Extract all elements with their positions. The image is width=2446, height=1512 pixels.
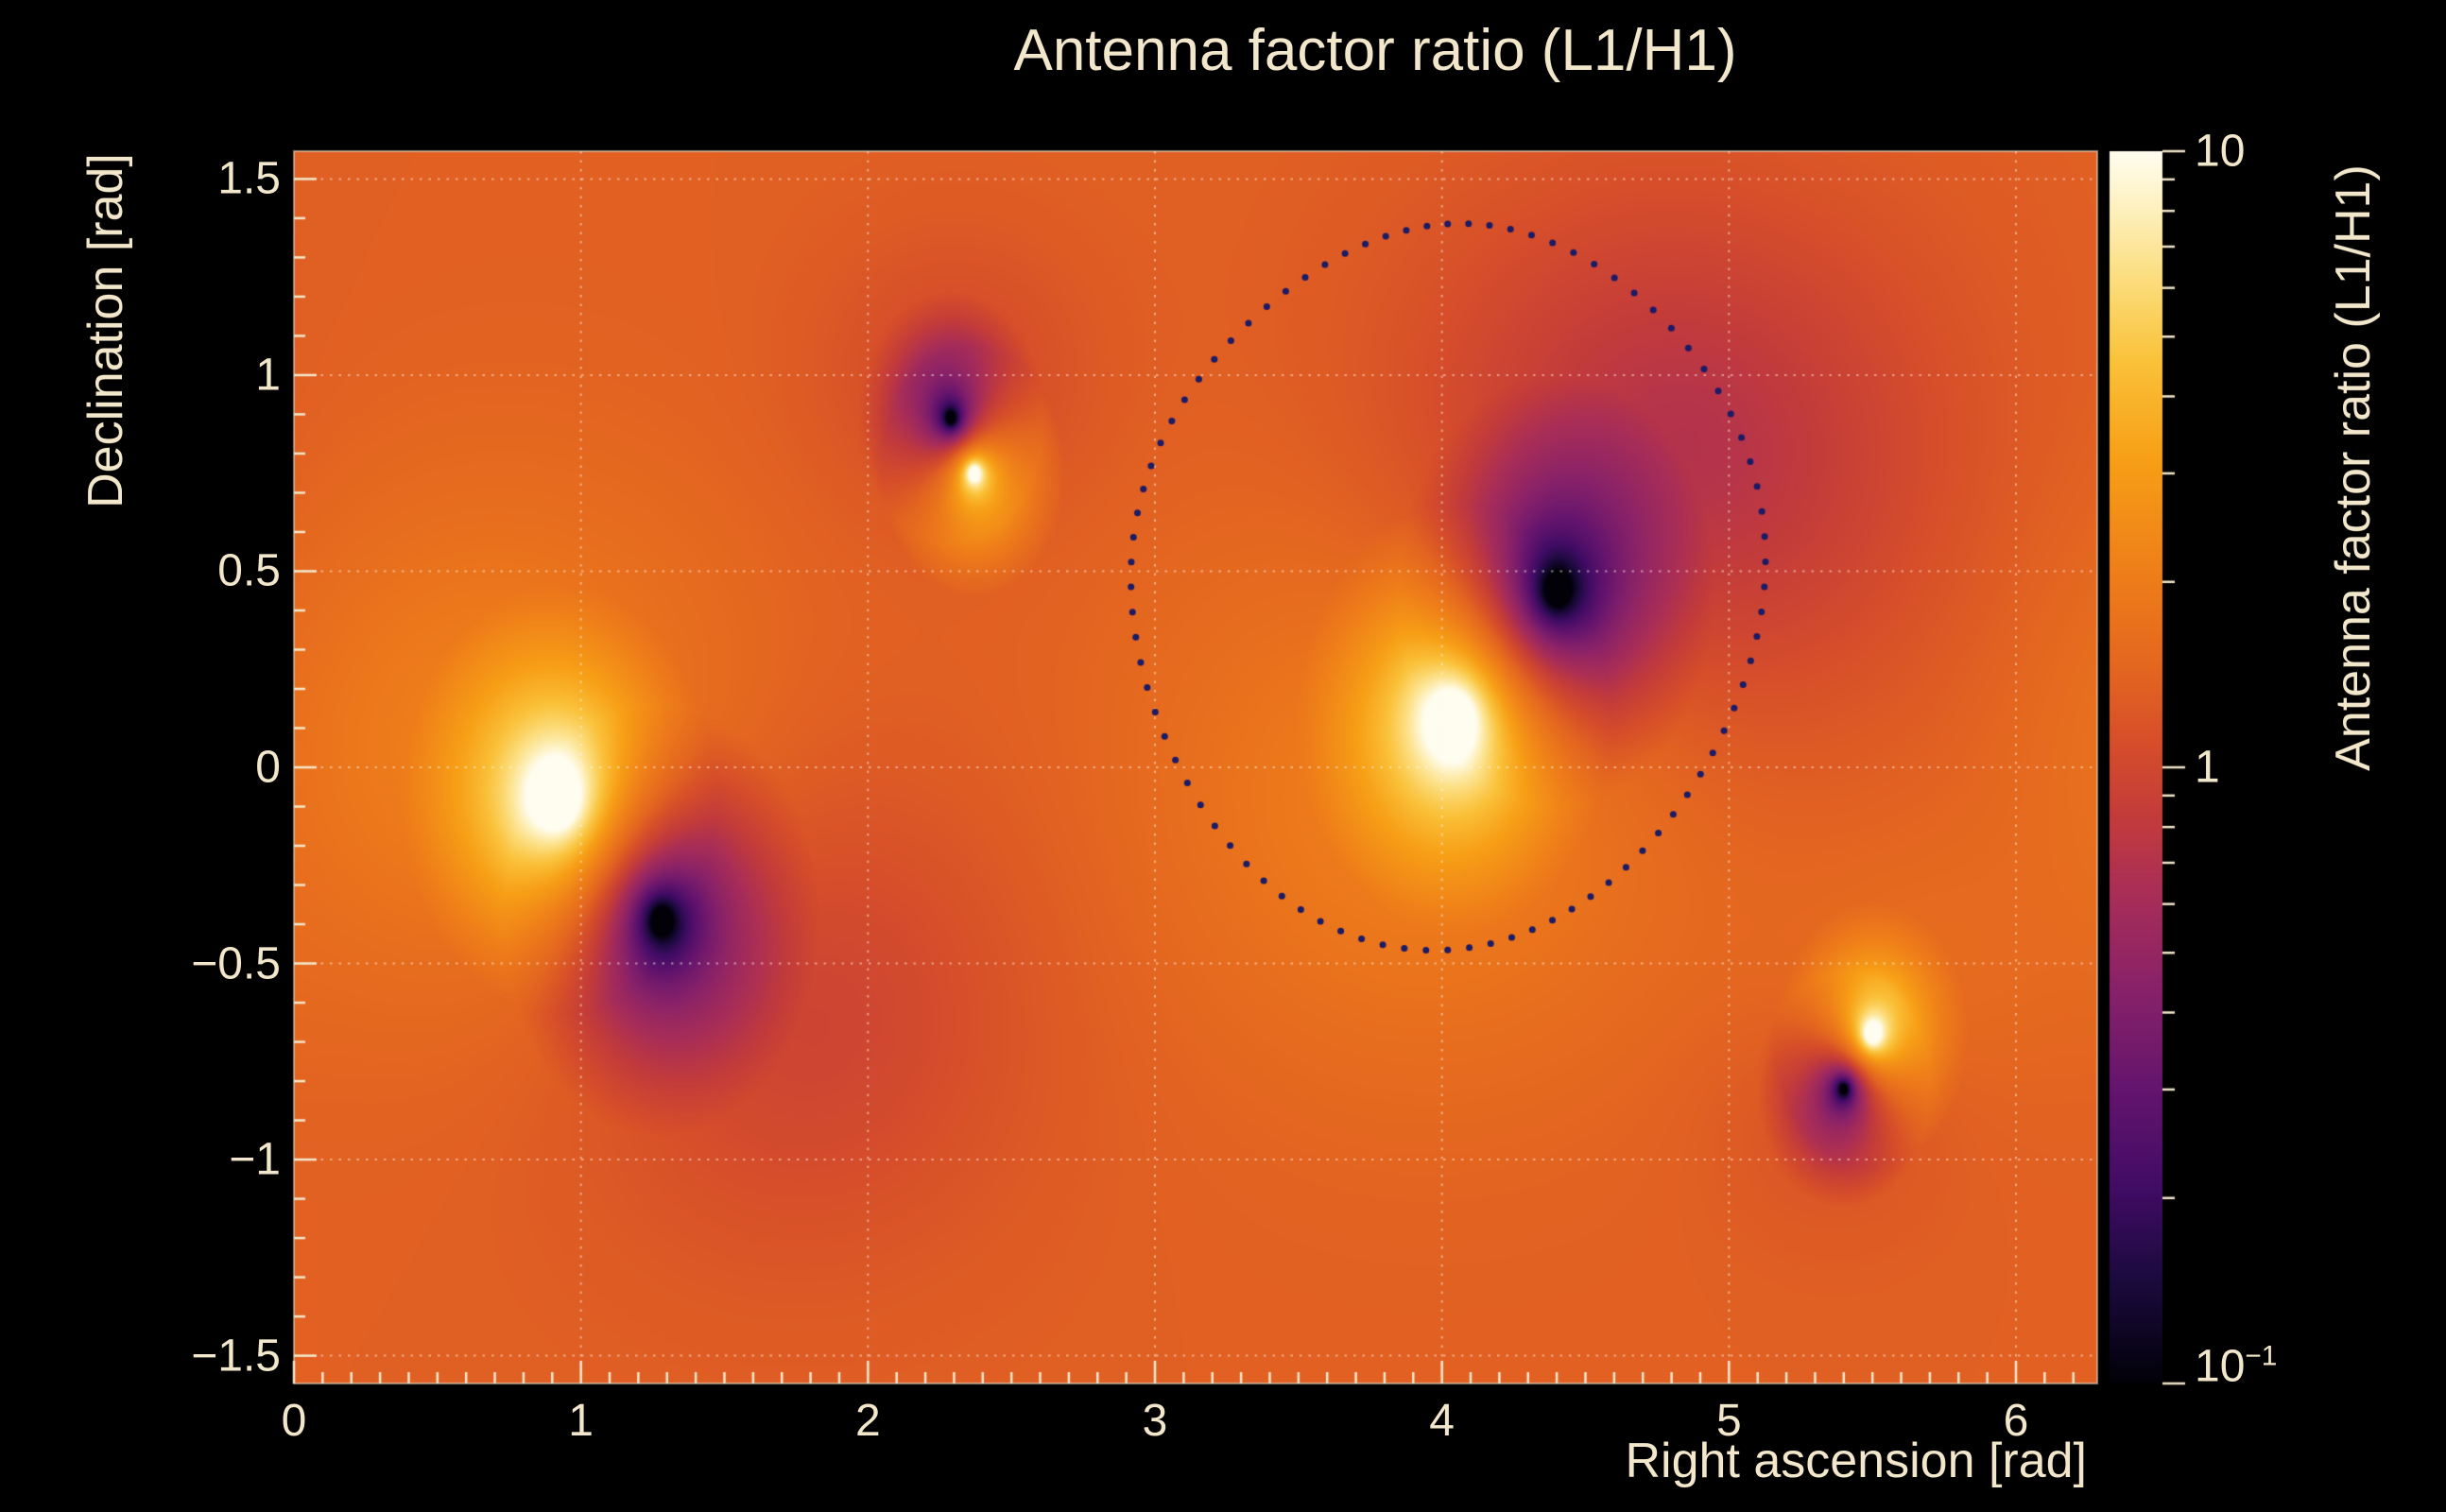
y-tick-label: 1 — [255, 350, 281, 401]
z-tick-label: 10 — [2195, 126, 2246, 177]
x-tick-label: 3 — [1142, 1396, 1168, 1446]
x-tick-label: 1 — [568, 1396, 594, 1446]
x-tick-label: 0 — [281, 1396, 307, 1446]
y-tick-label: −0.5 — [191, 938, 281, 989]
x-tick-label: 2 — [854, 1396, 881, 1446]
y-tick-label: 1.5 — [217, 153, 281, 204]
colorbar-axis-title: Antenna factor ratio (L1/H1) — [2326, 164, 2381, 771]
y-axis-title: Declination [rad] — [78, 153, 133, 508]
z-tick-label: 1 — [2195, 742, 2220, 793]
y-tick-label: −1 — [229, 1134, 281, 1185]
y-tick-label: 0.5 — [217, 545, 281, 596]
x-axis-title: Right ascension [rad] — [1625, 1434, 2088, 1488]
x-tick-label: 5 — [1715, 1396, 1742, 1446]
x-tick-label: 6 — [2003, 1396, 2029, 1446]
z-tick-label: 10−1 — [2195, 1340, 2278, 1392]
y-tick-label: 0 — [255, 742, 281, 793]
chart-title: Antenna factor ratio (L1/H1) — [1013, 18, 1737, 83]
y-tick-label: −1.5 — [191, 1331, 281, 1382]
x-tick-label: 4 — [1429, 1396, 1456, 1446]
